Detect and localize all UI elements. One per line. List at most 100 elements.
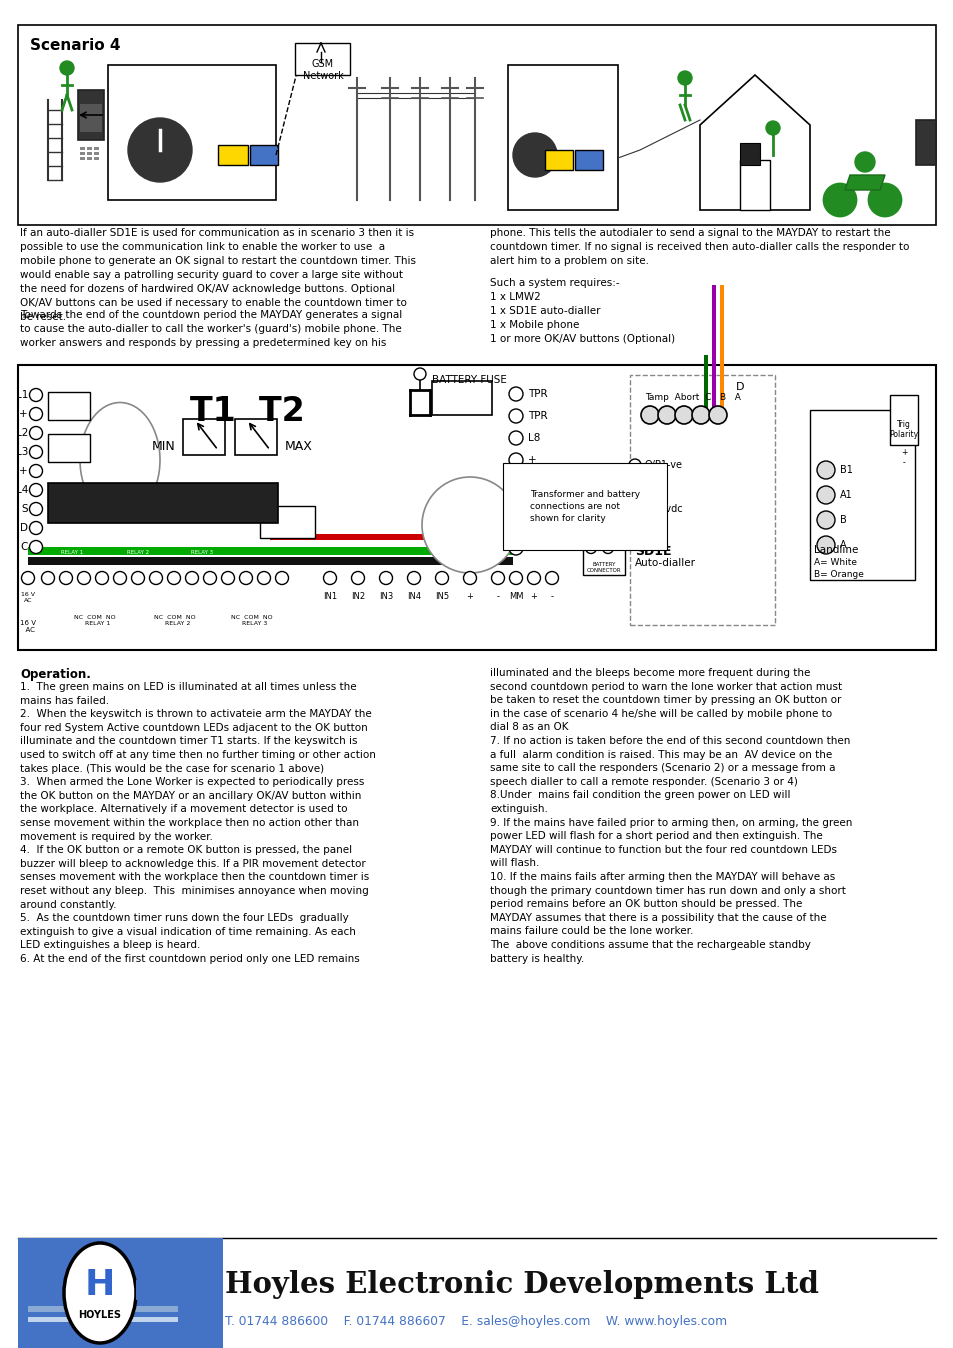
Circle shape [150, 572, 162, 585]
Text: MIN: MIN [152, 439, 175, 453]
Circle shape [421, 477, 517, 573]
Circle shape [30, 522, 43, 535]
Circle shape [628, 503, 640, 515]
Circle shape [113, 572, 127, 585]
Text: IN4: IN4 [407, 592, 420, 601]
Circle shape [585, 542, 596, 554]
Text: L5: L5 [527, 543, 539, 553]
Bar [740, 160, 769, 210]
Text: B: B [840, 515, 846, 524]
Circle shape [463, 572, 476, 585]
Circle shape [168, 572, 180, 585]
Circle shape [60, 61, 74, 75]
Text: IN2: IN2 [351, 592, 365, 601]
Circle shape [509, 541, 522, 555]
Text: D: D [735, 381, 743, 392]
Text: NC  COM  NO
   RELAY 3: NC COM NO RELAY 3 [231, 615, 273, 625]
Text: NC  COM  NO
   RELAY 2: NC COM NO RELAY 2 [154, 615, 195, 625]
Circle shape [435, 572, 448, 585]
Circle shape [185, 572, 198, 585]
Circle shape [42, 572, 54, 585]
Bar [720, 284, 723, 415]
Circle shape [509, 431, 522, 445]
Bar [80, 156, 85, 160]
Text: L7: L7 [527, 477, 539, 487]
Bar [28, 1317, 178, 1322]
Circle shape [30, 388, 43, 402]
Circle shape [30, 445, 43, 458]
Circle shape [30, 503, 43, 515]
Text: TPR: TPR [527, 390, 547, 399]
Text: TPR: TPR [527, 411, 547, 421]
Text: L6: L6 [527, 499, 539, 510]
Circle shape [545, 572, 558, 585]
Circle shape [509, 572, 522, 585]
Circle shape [379, 572, 392, 585]
Bar [18, 365, 935, 650]
Circle shape [675, 406, 692, 425]
Ellipse shape [64, 1243, 136, 1343]
Circle shape [640, 406, 659, 425]
Text: A: A [840, 541, 845, 550]
Circle shape [628, 481, 640, 493]
Text: MAX: MAX [285, 439, 313, 453]
Circle shape [203, 572, 216, 585]
Text: IN5: IN5 [435, 592, 449, 601]
Circle shape [628, 460, 640, 470]
Circle shape [509, 387, 522, 400]
Circle shape [275, 572, 288, 585]
Bar [740, 143, 760, 164]
Circle shape [509, 497, 522, 511]
Circle shape [257, 572, 271, 585]
Text: phone. This tells the autodialer to send a signal to the MAYDAY to restart the
c: phone. This tells the autodialer to send… [490, 228, 908, 266]
Text: Auto-dialler: Auto-dialler [635, 558, 696, 568]
Text: H: H [85, 1268, 115, 1302]
Text: +: + [466, 592, 473, 601]
Bar [80, 151, 85, 155]
Bar [270, 534, 519, 541]
Bar [582, 543, 624, 576]
Bar [80, 147, 85, 150]
Bar [889, 395, 917, 445]
Bar [575, 150, 602, 170]
Text: 0v: 0v [644, 483, 657, 492]
Text: Operation.: Operation. [20, 669, 91, 681]
Text: -: - [496, 592, 499, 601]
Circle shape [30, 465, 43, 477]
Circle shape [414, 368, 426, 380]
Circle shape [765, 121, 780, 135]
Text: S: S [21, 504, 28, 514]
Bar [48, 392, 90, 421]
Text: NC COM NO: NC COM NO [117, 537, 158, 543]
Circle shape [868, 183, 900, 216]
Circle shape [30, 407, 43, 421]
Circle shape [602, 542, 613, 554]
Bar [48, 483, 277, 523]
Text: +: + [527, 520, 536, 531]
Text: A= White: A= White [813, 558, 856, 568]
Text: illuminated and the bleeps become more frequent during the
second countdown peri: illuminated and the bleeps become more f… [490, 669, 851, 964]
Bar [183, 419, 225, 456]
Bar [294, 43, 350, 75]
Circle shape [351, 572, 364, 585]
Bar [48, 434, 90, 462]
Text: MM: MM [508, 592, 522, 601]
Circle shape [509, 519, 522, 532]
Bar [250, 146, 277, 164]
Text: Hoyles Electronic Developments Ltd: Hoyles Electronic Developments Ltd [225, 1270, 818, 1299]
Bar [234, 419, 276, 456]
Circle shape [509, 453, 522, 466]
Text: +: + [530, 592, 537, 601]
Bar [18, 1237, 223, 1348]
Bar [218, 146, 248, 164]
Circle shape [816, 487, 834, 504]
Text: +
-: + - [900, 448, 906, 468]
Text: If an auto-dialler SD1E is used for communication as in scenario 3 then it is
po: If an auto-dialler SD1E is used for comm… [20, 228, 416, 322]
Text: T. 01744 886600    F. 01744 886607    E. sales@hoyles.com    W. www.hoyles.com: T. 01744 886600 F. 01744 886607 E. sales… [225, 1316, 726, 1328]
Circle shape [816, 461, 834, 479]
Text: C: C [21, 542, 28, 551]
Circle shape [509, 408, 522, 423]
Circle shape [132, 572, 144, 585]
Bar [629, 375, 774, 625]
Circle shape [678, 71, 691, 85]
